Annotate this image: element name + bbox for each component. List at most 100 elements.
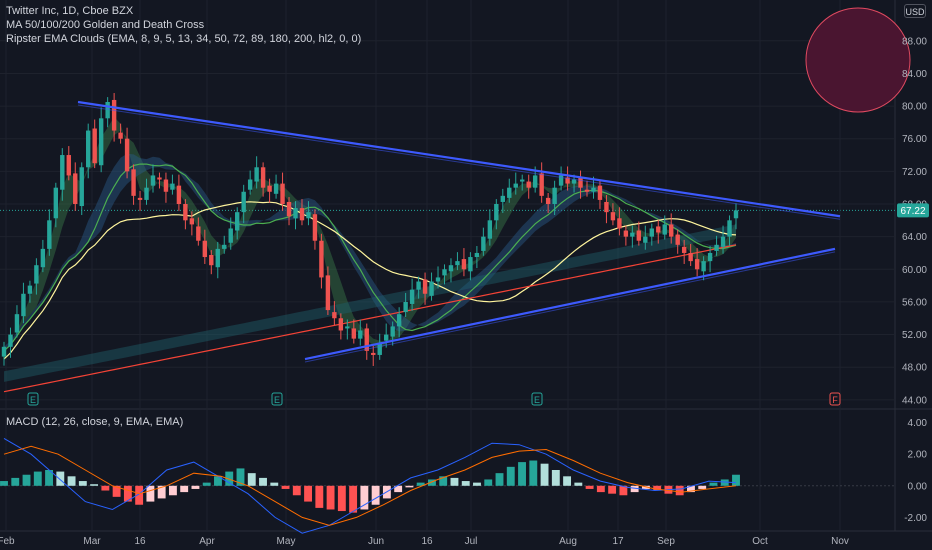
time-tick-label: 16 (134, 536, 146, 547)
candle-body (47, 220, 52, 249)
support-trendline (304, 247, 836, 361)
macd-histogram-bar (450, 477, 459, 486)
candlesticks (1, 93, 739, 366)
macd-histogram-bar (0, 481, 8, 486)
price-axis[interactable]: 44.0048.0052.0056.0060.0064.0068.0072.00… (897, 36, 929, 524)
candle-body (539, 173, 544, 196)
candle-body (209, 255, 214, 266)
trendline-shadow (77, 104, 841, 220)
candle-body (558, 175, 564, 186)
candle-body (610, 212, 616, 221)
candle-body (701, 261, 706, 272)
resistance-trendline (77, 100, 841, 218)
macd-histogram-bar (416, 482, 425, 486)
candle-body (396, 314, 402, 327)
candle-body (222, 244, 227, 249)
candle-body (656, 226, 661, 233)
candle-body (371, 352, 376, 355)
candle-body (649, 228, 654, 237)
candle-body (636, 230, 642, 241)
macd-histogram-bar (360, 485, 369, 510)
currency-button[interactable]: USD (904, 4, 926, 18)
candle-body (293, 208, 298, 219)
candle-body (545, 197, 551, 204)
candle-body (280, 183, 285, 204)
candle-body (111, 99, 117, 131)
candle-body (383, 334, 389, 341)
indicator-ema-clouds[interactable]: Ripster EMA Clouds (EMA, 8, 9, 5, 13, 34… (6, 33, 362, 45)
candle-body (630, 232, 635, 237)
macd-histogram-bar (180, 485, 189, 493)
ema-cloud-slow (4, 224, 736, 382)
candle-body (73, 173, 78, 204)
candle-body (241, 191, 246, 213)
macd-histogram-bar (135, 485, 144, 505)
price-tick-label: 88.00 (902, 36, 927, 47)
macd-histogram-bar (551, 470, 560, 486)
candle-body (235, 212, 240, 231)
macd-histogram-bar (11, 477, 20, 486)
candle-body (532, 175, 538, 188)
time-tick-label: Mar (83, 536, 101, 547)
candle-body (14, 314, 20, 333)
candle-body (183, 204, 188, 221)
candle-body (189, 218, 195, 225)
candle-body (196, 226, 201, 241)
indicator-ma-cross[interactable]: MA 50/100/200 Golden and Death Cross (6, 19, 205, 31)
candle-body (494, 204, 499, 221)
candle-body (247, 179, 253, 190)
trendlines[interactable] (77, 100, 841, 363)
macd-histogram-bar (563, 476, 572, 486)
candle-body (202, 240, 208, 258)
ma200-line (3, 244, 737, 393)
candle-body (8, 334, 13, 347)
time-axis[interactable]: Feb Mar 16 Apr May Jun 16 Jul Aug 17 Sep Oct Nov (0, 536, 849, 547)
candle-body (351, 328, 357, 339)
macd-title[interactable]: MACD (12, 26, close, 9, EMA, EMA) (6, 416, 184, 428)
macd-histogram-bar (270, 482, 279, 486)
macd-histogram-bar (45, 470, 53, 486)
macd-histogram-bar (202, 482, 211, 486)
candle-body (150, 175, 156, 186)
candle-body (669, 224, 674, 237)
candle-body (21, 293, 26, 317)
earnings-marker (27, 392, 39, 406)
macd-histogram-bar (427, 479, 436, 486)
ema-clouds (4, 117, 736, 382)
candle-body (325, 275, 331, 311)
candle-body (578, 177, 583, 188)
macd-histogram-bar (33, 471, 42, 486)
macd-histogram-bar (619, 485, 628, 496)
macd-histogram-bar (596, 485, 605, 493)
candle-body (27, 285, 33, 294)
candle-body (442, 269, 447, 276)
macd-histogram-bar (326, 485, 335, 510)
price-tick-label: 76.00 (902, 134, 927, 145)
macd-histogram-bar (630, 485, 639, 493)
time-tick-label: Aug (559, 536, 577, 547)
candle-body (98, 118, 104, 166)
macd-tick-label: 4.00 (908, 418, 928, 429)
candle-body (552, 187, 557, 204)
candle-body (60, 155, 65, 190)
macd-histogram-bar (574, 482, 583, 486)
candle-body (662, 224, 667, 235)
candle-body (390, 326, 395, 337)
time-tick-label: Sep (657, 536, 675, 547)
symbol-title[interactable]: Twitter Inc, 1D, Cboe BZX (6, 5, 134, 17)
macd-histogram-bar (78, 481, 87, 486)
earnings-marker-label: E (30, 395, 36, 405)
candle-body (727, 220, 732, 237)
macd-histogram-bar (405, 485, 414, 488)
macd-histogram-bar (101, 485, 110, 491)
time-tick-label: Feb (0, 536, 15, 547)
candle-body (332, 312, 337, 319)
macd-histogram-bar (518, 462, 526, 486)
candle-body (507, 187, 512, 198)
candle-body (571, 179, 577, 184)
candle-body (319, 240, 324, 278)
macd-histogram-bar (461, 481, 470, 486)
candle-body (604, 201, 609, 213)
